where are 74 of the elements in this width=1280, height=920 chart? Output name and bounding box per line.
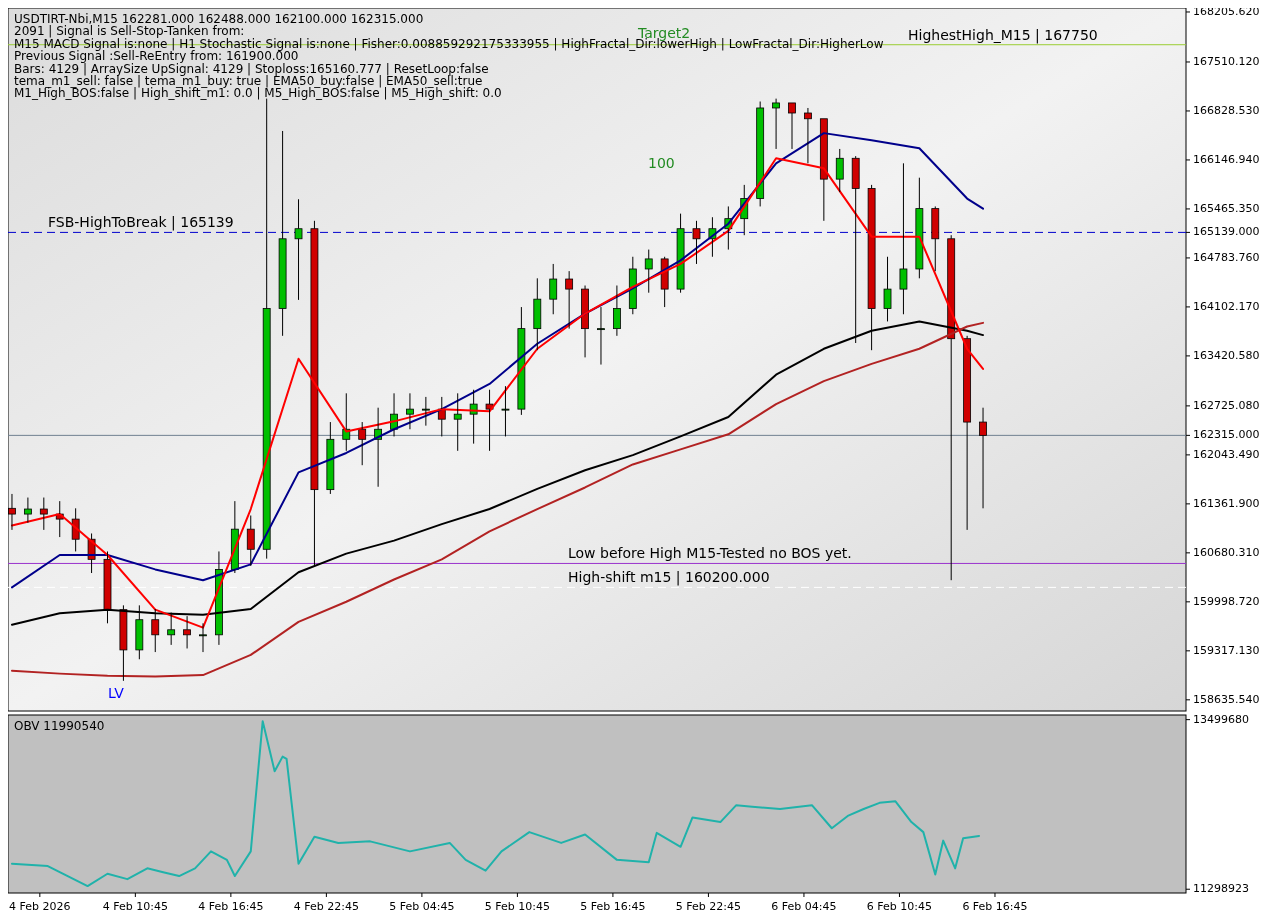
- candlestick: [915, 177, 924, 279]
- candlestick: [613, 285, 621, 337]
- candlestick: [406, 392, 414, 430]
- x-tick-label: 4 Feb 16:45: [198, 900, 264, 913]
- candlestick: [517, 306, 526, 416]
- candlestick: [549, 263, 558, 315]
- x-tick-label: 4 Feb 10:45: [102, 900, 168, 913]
- ref-line-label: HighestHigh_M15 | 167750: [908, 26, 1098, 44]
- candlestick: [581, 285, 589, 358]
- y-tick-label: 13499680: [1193, 712, 1249, 726]
- candlestick: [835, 148, 844, 193]
- line-series: [10, 720, 981, 888]
- annotation: 100: [648, 155, 675, 171]
- annotation: LV: [108, 685, 125, 701]
- x-tick-label: 5 Feb 04:45: [389, 900, 455, 913]
- y-tick-label: 166828.530: [1193, 103, 1260, 117]
- y-tick-label: 164783.760: [1193, 250, 1260, 264]
- x-tick-label: 5 Feb 10:45: [484, 900, 550, 913]
- candlestick: [644, 249, 653, 294]
- y-tick-label: 165465.350: [1193, 201, 1260, 215]
- candlestick: [899, 162, 908, 315]
- candlestick: [883, 256, 892, 322]
- candlestick: [421, 396, 430, 427]
- y-tick-label: 165139.000: [1193, 225, 1260, 239]
- candlestick: [453, 392, 462, 452]
- chart-title: OBV 11990540: [14, 719, 105, 733]
- candlestick: [39, 497, 48, 531]
- candlestick: [979, 407, 987, 509]
- y-tick-label: 164102.170: [1193, 299, 1260, 313]
- y-tick-label: 162043.490: [1193, 447, 1260, 461]
- candlestick: [772, 98, 780, 150]
- ref-line-label: High-shift m15 | 160200.000: [568, 569, 770, 587]
- candlestick: [804, 107, 812, 164]
- y-tick-label: 158635.540: [1193, 692, 1260, 706]
- y-tick-label: 162725.080: [1193, 398, 1260, 412]
- candlestick: [597, 306, 605, 366]
- candlestick: [246, 515, 255, 567]
- x-tick-label: 5 Feb 22:45: [675, 900, 742, 913]
- y-tick-label: 167510.120: [1193, 54, 1260, 68]
- x-tick-label: 6 Feb 10:45: [866, 900, 933, 913]
- y-tick-label: 162315.000: [1193, 428, 1260, 442]
- y-tick-label: 159998.720: [1193, 594, 1260, 608]
- candlestick: [358, 421, 367, 466]
- candlestick: [788, 102, 796, 150]
- candlestick: [819, 118, 828, 222]
- candlestick: [533, 277, 542, 351]
- y-tick-label: 159317.130: [1193, 643, 1260, 657]
- candlestick: [294, 198, 303, 301]
- x-tick-label: 5 Feb 16:45: [580, 900, 646, 913]
- candlestick: [262, 98, 271, 560]
- y-tick-label: 163420.580: [1193, 348, 1260, 362]
- candlestick: [278, 130, 287, 337]
- candlestick: [692, 220, 701, 265]
- x-tick-label: 4 Feb 22:45: [293, 900, 359, 913]
- ref-line-label: Low before High M15-Tested no BOS yet.: [568, 545, 852, 562]
- candlestick: [565, 270, 574, 330]
- chart-title: USDTIRT-Nbi,M15 162281.000 162488.000 162100.000 162315.000: [14, 12, 424, 26]
- candlestick: [326, 421, 335, 495]
- y-tick-label: 160680.310: [1193, 545, 1260, 559]
- annotation: 2091 | Signal is Sell-Stop-Tanken from:: [14, 24, 245, 39]
- candlestick: [501, 385, 510, 437]
- candlestick: [199, 622, 207, 653]
- y-tick-label: 11298923: [1193, 882, 1249, 896]
- candlestick: [963, 335, 972, 531]
- x-tick-label: 6 Feb 04:45: [771, 900, 837, 913]
- y-tick-label: 166146.940: [1193, 152, 1260, 166]
- candlestick: [931, 205, 940, 272]
- x-tick-label: 6 Feb 16:45: [962, 900, 1028, 913]
- candlestick: [676, 213, 685, 294]
- candlestick: [24, 497, 32, 524]
- y-tick-label: 161361.900: [1193, 496, 1260, 510]
- x-tick-label: 4 Feb 2026: [9, 900, 71, 913]
- candlestick: [485, 389, 494, 452]
- ref-line-label: FSB-HighToBreak | 165139: [48, 214, 234, 232]
